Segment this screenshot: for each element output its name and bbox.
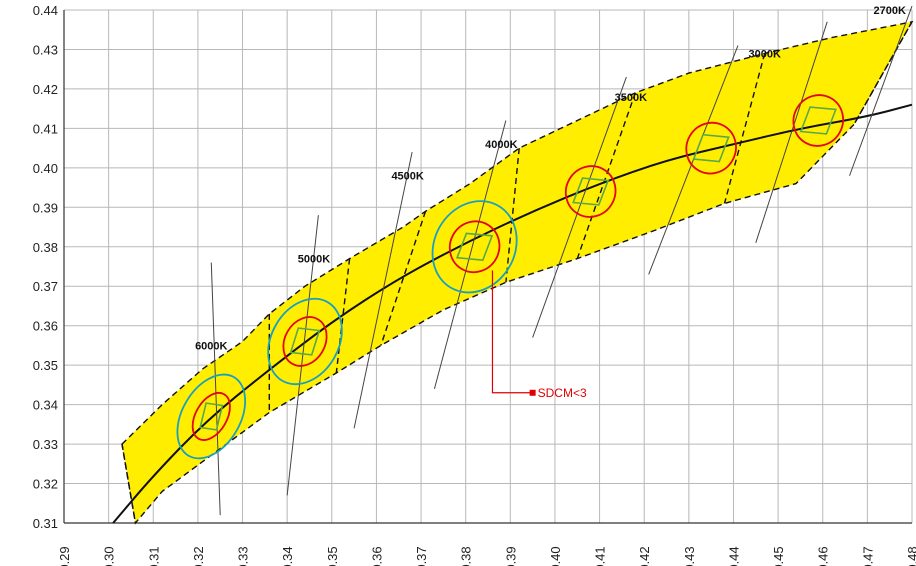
- y-tick-label: 0.37: [33, 279, 58, 294]
- x-tick-label: 0.40: [548, 546, 563, 566]
- planckian-locus-curve: [112, 103, 913, 524]
- cct-labels: 6000K 5000K 4500K 4000K 3500K 3000K 2700K: [195, 5, 906, 352]
- isotherm-line: [353, 151, 413, 429]
- x-tick-label: 0.31: [146, 546, 161, 566]
- x-tick-label: 0.38: [459, 546, 474, 566]
- quadrangle: [692, 133, 730, 163]
- outer-ellipse: [267, 297, 343, 386]
- x-tick-label: 0.44: [726, 546, 741, 566]
- cct-label: 4500K: [391, 171, 423, 183]
- color-bin-band: [121, 20, 914, 525]
- x-tick-label: 0.33: [236, 546, 251, 566]
- x-tick-label: 0.34: [280, 546, 295, 566]
- y-tick-label: 0.43: [33, 42, 58, 57]
- x-tick-label: 0.46: [816, 546, 831, 566]
- y-tick-label: 0.34: [33, 398, 58, 413]
- bin-boundary-line: [505, 148, 520, 283]
- cct-label: 3500K: [615, 92, 647, 104]
- band-polygon: [121, 20, 914, 525]
- annotation-marker: [529, 389, 536, 396]
- quadrangle: [799, 106, 837, 135]
- quadrangle: [572, 177, 610, 206]
- x-tick-label: 0.43: [682, 546, 697, 566]
- cct-label: 4000K: [485, 139, 517, 151]
- y-tick-label: 0.42: [33, 82, 58, 97]
- x-tick-label: 0.41: [593, 546, 608, 566]
- x-tick-label: 0.45: [771, 546, 786, 566]
- isotherm-line: [532, 76, 627, 338]
- y-tick-label: 0.44: [33, 3, 58, 18]
- grid: [63, 9, 913, 524]
- ansi-quadrangles: [199, 106, 837, 431]
- y-tick-label: 0.36: [33, 319, 58, 334]
- inner-ellipse: [282, 316, 328, 367]
- inner-ellipse: [448, 220, 501, 274]
- y-tick-label: 0.41: [33, 121, 58, 136]
- tick-labels: 0.31 0.32 0.33 0.34 0.35 0.36 0.37 0.38 0.39 0.40…: [33, 3, 916, 566]
- x-tick-label: 0.48: [905, 546, 916, 566]
- isotherm-line: [648, 45, 739, 275]
- annotation-leader-line: [491, 270, 533, 394]
- cct-label: 3000K: [749, 48, 781, 60]
- x-tick-label: 0.37: [414, 546, 429, 566]
- cct-label: 6000K: [195, 340, 227, 352]
- isotherm-line: [849, 5, 913, 176]
- isotherm-line: [433, 120, 507, 389]
- isotherm-lines: [210, 5, 913, 516]
- sdcm-annotation: SDCM<3: [491, 270, 587, 400]
- x-tick-label: 0.30: [102, 546, 117, 566]
- y-tick-label: 0.39: [33, 200, 58, 215]
- x-tick-label: 0.29: [57, 546, 72, 566]
- outer-ellipse: [431, 200, 518, 294]
- isotherm-line: [210, 262, 221, 516]
- y-tick-label: 0.33: [33, 437, 58, 452]
- macadam-ellipses: [176, 94, 845, 460]
- x-tick-label: 0.32: [191, 546, 206, 566]
- bin-boundary-line: [380, 211, 427, 346]
- inner-ellipse: [685, 121, 737, 175]
- x-tick-label: 0.36: [369, 546, 384, 566]
- y-tick-label: 0.32: [33, 477, 58, 492]
- y-tick-label: 0.40: [33, 161, 58, 176]
- annotation-label: SDCM<3: [538, 386, 587, 400]
- x-tick-label: 0.47: [860, 546, 875, 566]
- cct-label: 2700K: [873, 5, 905, 17]
- x-tick-label: 0.39: [503, 546, 518, 566]
- quadrangle: [455, 232, 494, 262]
- bin-boundary-line: [121, 443, 137, 524]
- outer-ellipse: [176, 373, 247, 460]
- inner-ellipse: [191, 392, 231, 441]
- x-tick-label: 0.42: [637, 546, 652, 566]
- inner-ellipse: [792, 94, 845, 147]
- y-tick-label: 0.38: [33, 240, 58, 255]
- bin-boundary-line: [335, 258, 351, 374]
- y-tick-label: 0.35: [33, 358, 58, 373]
- cct-label: 5000K: [298, 254, 330, 266]
- inner-ellipse: [564, 165, 617, 218]
- planckian-locus: [112, 103, 913, 524]
- bin-boundary-line: [723, 53, 766, 204]
- isotherm-line: [286, 215, 319, 496]
- isotherm-line: [755, 21, 828, 243]
- quadrangle: [289, 327, 321, 356]
- x-tick-label: 0.35: [325, 546, 340, 566]
- y-tick-label: 0.31: [33, 516, 58, 531]
- quadrangle: [199, 402, 224, 431]
